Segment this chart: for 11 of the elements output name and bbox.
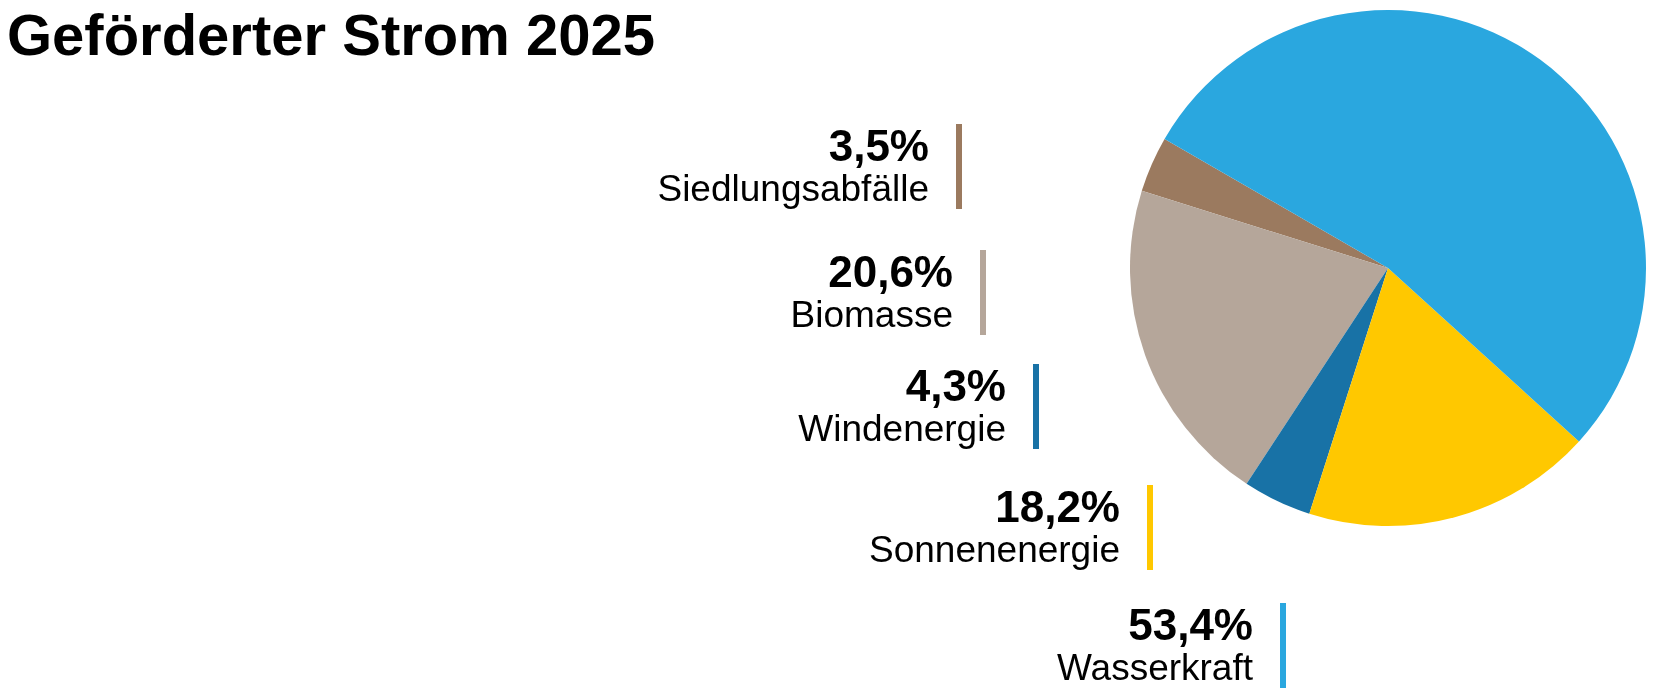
legend-label: Wasserkraft [1057,646,1254,688]
data-label: 20,6% [828,247,953,296]
data-label: 18,2% [995,482,1120,531]
legend-label: Windenergie [798,407,1006,449]
chart-title: Geförderter Strom 2025 [7,1,655,67]
data-label: 3,5% [828,121,929,170]
data-label: 53,4% [1128,600,1253,649]
legend-label: Biomasse [790,293,953,335]
legend-label: Siedlungsabfälle [657,167,929,209]
legend-label: Sonnenenergie [869,528,1120,570]
data-label: 4,3% [905,361,1006,410]
